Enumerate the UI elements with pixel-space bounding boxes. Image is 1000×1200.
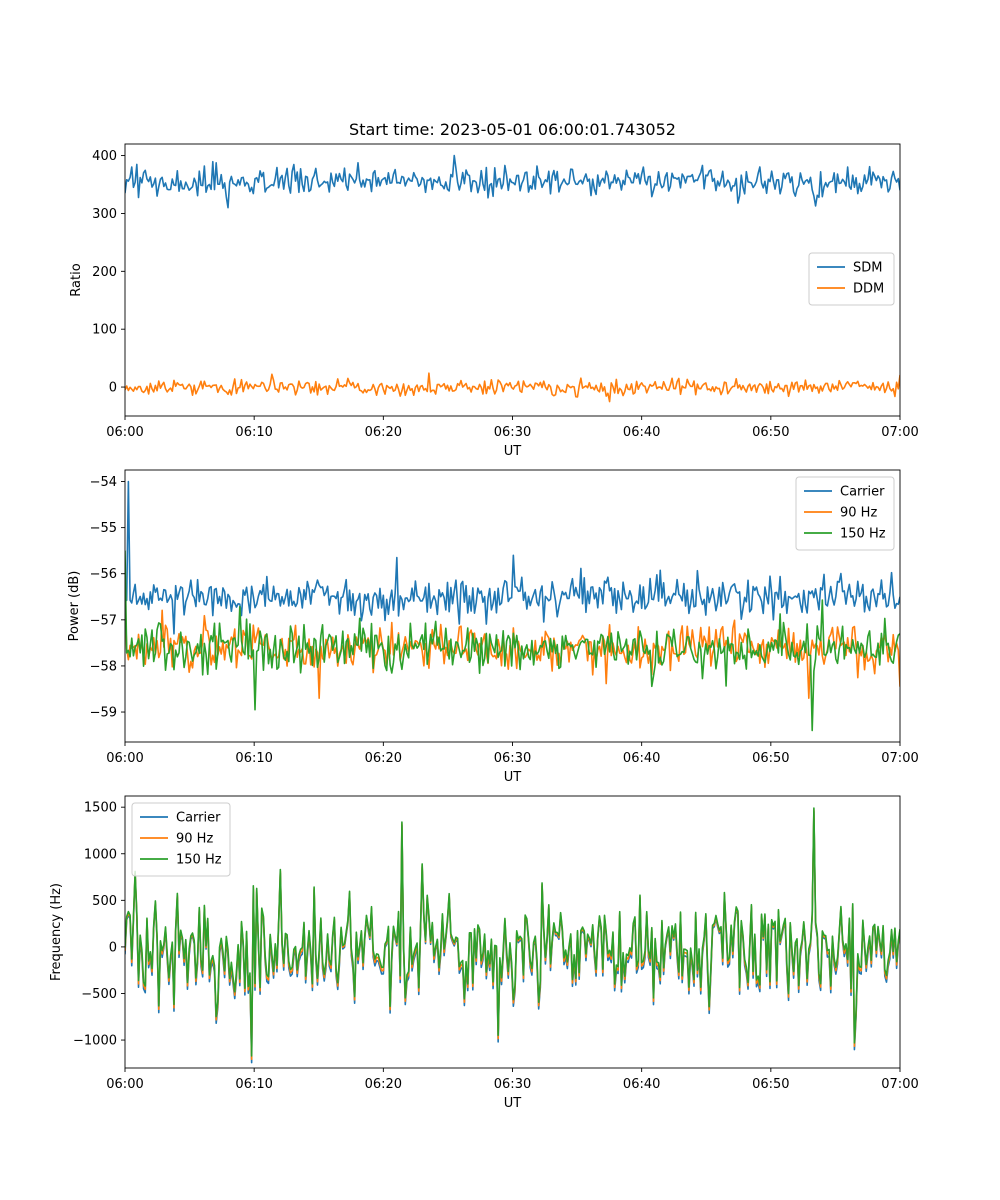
x-tick-label: 07:00 (881, 751, 918, 766)
x-tick-label: 06:30 (494, 751, 531, 766)
chart-title: Start time: 2023-05-01 06:00:01.743052 (349, 120, 676, 139)
x-tick-label: 06:30 (494, 1077, 531, 1092)
y-tick-label: 1000 (84, 847, 117, 862)
x-tick-label: 06:40 (623, 751, 660, 766)
y-tick-label: −500 (81, 987, 117, 1002)
x-tick-label: 06:20 (365, 1077, 402, 1092)
x-tick-label: 06:40 (623, 1077, 660, 1092)
y-tick-label: 500 (92, 894, 117, 909)
x-tick-label: 06:50 (752, 1077, 789, 1092)
y-tick-label: −59 (90, 706, 117, 721)
y-tick-label: 0 (109, 940, 117, 955)
x-tick-label: 06:50 (752, 425, 789, 440)
y-tick-label: 100 (92, 323, 117, 338)
y-tick-label: 200 (92, 265, 117, 280)
legend-entry: SDM (853, 261, 882, 276)
y-tick-label: 300 (92, 207, 117, 222)
x-axis-label: UT (504, 770, 522, 785)
x-tick-label: 06:20 (365, 425, 402, 440)
y-axis-label: Power (dB) (67, 571, 82, 642)
y-tick-label: −1000 (73, 1034, 117, 1049)
legend-entry: 90 Hz (176, 832, 213, 847)
y-tick-label: −54 (90, 475, 117, 490)
x-tick-label: 06:00 (106, 751, 143, 766)
legend-entry: 150 Hz (176, 853, 222, 868)
chart-panel-1: 06:00 06:10 06:20 06:30 06:40 06:50 07:00 0 100 2… (69, 120, 919, 459)
series-line-sdm (125, 154, 900, 209)
legend: Carrier 90 Hz 150 Hz (795, 476, 895, 551)
legend: Carrier 90 Hz 150 Hz (131, 802, 231, 877)
series-line-150-hz (125, 807, 900, 1057)
legend-entry: Carrier (840, 485, 885, 500)
legend-entry: DDM (853, 282, 884, 297)
plot-frame (124, 143, 901, 417)
x-tick-label: 06:10 (235, 751, 272, 766)
y-tick-label: −58 (90, 659, 117, 674)
legend-box (808, 252, 895, 306)
y-tick-label: −56 (90, 567, 117, 582)
x-tick-label: 06:30 (494, 425, 531, 440)
series-line-carrier (125, 480, 900, 635)
x-tick-label: 06:20 (365, 751, 402, 766)
x-axis-label: UT (504, 444, 522, 459)
x-tick-label: 06:40 (623, 425, 660, 440)
series-line-ddm (125, 372, 900, 403)
x-tick-label: 06:50 (752, 751, 789, 766)
x-tick-label: 06:10 (235, 425, 272, 440)
legend-entry: 90 Hz (840, 506, 877, 521)
y-tick-label: −55 (90, 521, 117, 536)
x-tick-label: 07:00 (881, 425, 918, 440)
y-tick-label: 400 (92, 149, 117, 164)
series-line-150-hz (125, 550, 900, 732)
y-axis-label: Ratio (69, 263, 84, 296)
legend-entry: 150 Hz (840, 527, 886, 542)
chart-panel-3: 06:00 06:10 06:20 06:30 06:40 06:50 07:00 −1000… (49, 795, 919, 1111)
legend-box (795, 476, 895, 551)
chart-panel-2: 06:00 06:10 06:20 06:30 06:40 06:50 07:00 −59 −5… (67, 469, 919, 785)
x-tick-label: 07:00 (881, 1077, 918, 1092)
y-tick-label: 0 (109, 381, 117, 396)
legend: SDM DDM (808, 252, 895, 306)
y-axis-label: Frequency (Hz) (49, 883, 64, 981)
legend-box (131, 802, 231, 877)
x-tick-label: 06:00 (106, 425, 143, 440)
legend-entry: Carrier (176, 811, 221, 826)
y-tick-label: 1500 (84, 801, 117, 816)
x-tick-label: 06:00 (106, 1077, 143, 1092)
x-tick-label: 06:10 (235, 1077, 272, 1092)
x-axis-label: UT (504, 1096, 522, 1111)
y-tick-label: −57 (90, 613, 117, 628)
